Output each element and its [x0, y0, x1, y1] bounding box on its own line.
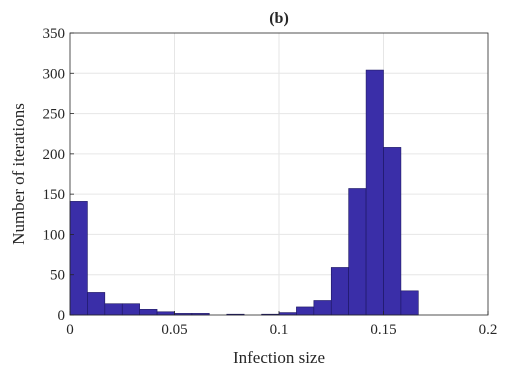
- histogram-bar: [69, 201, 88, 316]
- histogram-bar: [296, 306, 315, 316]
- y-tick-label: 200: [43, 147, 66, 163]
- x-tick-label: 0: [66, 322, 74, 338]
- y-tick-label: 250: [43, 107, 66, 123]
- histogram-bar: [348, 188, 367, 316]
- x-axis-label: Infection size: [233, 348, 325, 367]
- bar-layer: [69, 69, 419, 316]
- tick-layer: 0 0.05 0.1 0.15 0.2 0 50 100 150 200 250 300 350: [43, 26, 498, 338]
- x-tick-label: 0.05: [161, 322, 187, 338]
- histogram-bar: [383, 147, 402, 316]
- histogram-bar: [104, 303, 123, 316]
- x-tick-label: 0.1: [270, 322, 289, 338]
- histogram-bar: [139, 309, 158, 316]
- y-tick-label: 0: [58, 308, 66, 324]
- histogram-bar: [156, 311, 175, 316]
- x-tick-label: 0.15: [370, 322, 396, 338]
- y-tick-label: 350: [43, 26, 66, 42]
- histogram-bar: [400, 290, 419, 316]
- histogram-bar: [121, 303, 140, 316]
- histogram-bar: [87, 292, 106, 316]
- histogram-bar: [330, 267, 349, 316]
- x-tick-label: 0.2: [479, 322, 498, 338]
- histogram-bar: [313, 300, 332, 316]
- y-tick-label: 100: [43, 227, 66, 243]
- histogram-bar: [365, 69, 384, 316]
- chart-title: (b): [269, 10, 289, 27]
- y-tick-label: 300: [43, 66, 66, 82]
- y-tick-label: 50: [50, 268, 65, 284]
- y-axis-label: Number of iterations: [9, 103, 28, 245]
- y-tick-label: 150: [43, 187, 66, 203]
